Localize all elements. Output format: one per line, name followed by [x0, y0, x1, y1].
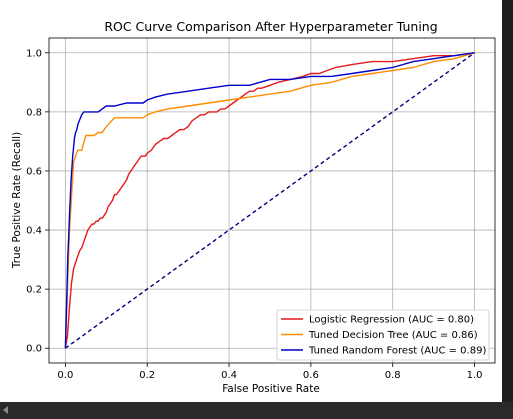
legend-box: [276, 309, 490, 361]
legend-label: Tuned Decision Tree (AUC = 0.86): [308, 330, 478, 341]
plot-area-border: [48, 37, 496, 364]
x-tick-label: 0.0: [57, 370, 73, 381]
diagonal-reference-line: [64, 52, 475, 349]
axes: 0.0 0.2 0.4 0.6 0.8 1.0 0.0 0.2 0.4 0.6 0.8 1.0: [26, 37, 496, 381]
y-axis-label: True Positive Rate (Recall): [11, 132, 23, 269]
x-tick-label: 0.6: [303, 370, 319, 381]
y-tick-label: 0.0: [26, 344, 42, 355]
legend-label: Tuned Random Forest (AUC = 0.89): [308, 346, 486, 357]
chart-figure: ROC Curve Comparison After Hyperparamete…: [0, 0, 502, 402]
x-tick-label: 1.0: [467, 370, 483, 381]
roc-line-0: [64, 52, 475, 349]
series-lines: [64, 52, 475, 349]
y-tick-label: 0.6: [26, 166, 42, 177]
y-tick-label: 0.8: [26, 107, 42, 118]
legend-label: Logistic Regression (AUC = 0.80): [309, 315, 474, 326]
chart-title: ROC Curve Comparison After Hyperparamete…: [104, 19, 437, 34]
roc-chart: ROC Curve Comparison After Hyperparamete…: [11, 19, 496, 395]
legend: Logistic Regression (AUC = 0.80) Tuned De…: [276, 309, 490, 361]
grid-lines: [49, 38, 495, 363]
x-axis-label: False Positive Rate: [222, 383, 320, 395]
x-tick-label: 0.4: [221, 370, 237, 381]
horizontal-scrollbar[interactable]: [0, 402, 513, 419]
y-tick-label: 1.0: [26, 48, 42, 59]
y-tick-label: 0.2: [26, 285, 42, 296]
roc-line-1: [64, 52, 475, 349]
roc-line-2: [64, 52, 475, 349]
x-tick-label: 0.2: [139, 370, 155, 381]
scroll-left-arrow-icon[interactable]: [3, 406, 8, 414]
y-tick-label: 0.4: [26, 226, 42, 237]
x-tick-label: 0.8: [385, 370, 401, 381]
